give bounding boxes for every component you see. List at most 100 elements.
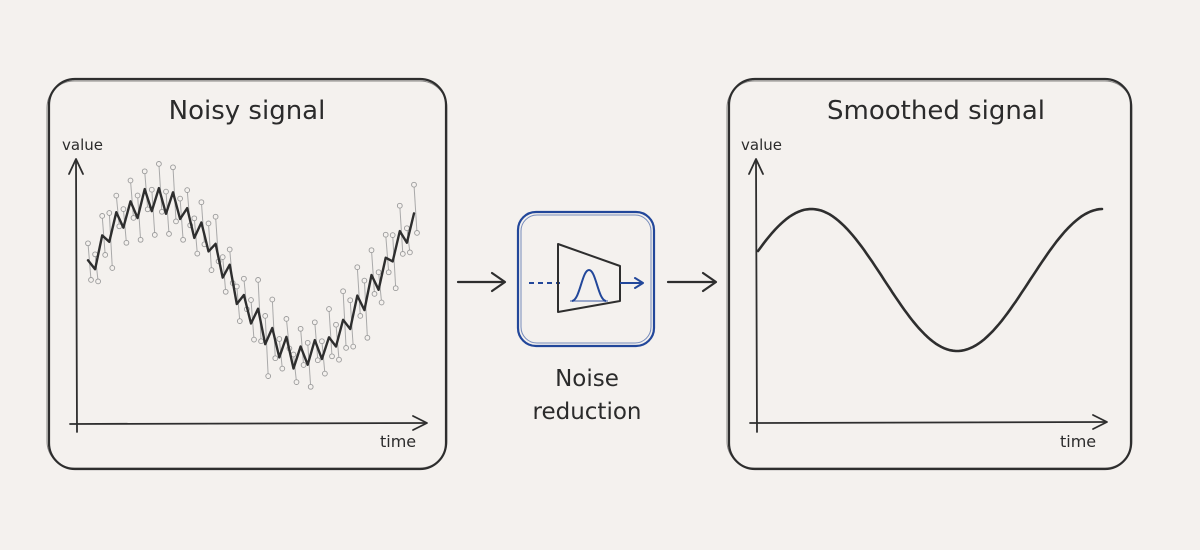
noisy-panel-title: Noisy signal: [169, 96, 326, 126]
noise-sample-41-0: [375, 269, 382, 276]
smoothed-panel-frame-sketch: [726, 80, 1133, 469]
noise-sample-30-1: [300, 362, 307, 368]
noisy-x-axis: [69, 415, 428, 431]
noise-sample-14-0: [184, 187, 191, 193]
filter-label-line2: reduction: [533, 399, 642, 425]
noise-sample-40-1: [371, 291, 378, 297]
noise-sample-29-1: [293, 379, 300, 385]
noise-sample-25-1: [265, 373, 272, 379]
noise-sample-23-1: [251, 336, 257, 343]
noise-sample-5-1: [123, 239, 130, 246]
noise-sample-31-1: [307, 383, 314, 390]
noise-sample-22-0: [241, 275, 247, 282]
noise-sample-39-0: [361, 277, 368, 284]
noise-sample-25-0: [262, 313, 269, 319]
noise-spike-39: [363, 280, 368, 338]
noise-sample-0-1: [88, 277, 94, 283]
noise-sample-12-0: [170, 164, 176, 171]
noise-sample-19-1: [222, 288, 229, 295]
noise-sample-38-0: [354, 264, 361, 271]
noise-spike-46: [413, 184, 418, 233]
noise-sample-9-0: [148, 186, 155, 193]
smoothed-x-axis: [749, 414, 1108, 430]
smoothed-signal-panel: Smoothed signal value time: [726, 77, 1133, 471]
noise-sample-34-1: [329, 353, 335, 360]
noisy-signal-panel: Noisy signal value time: [46, 77, 448, 471]
noise-sample-30-0: [297, 325, 304, 332]
noise-sample-15-1: [194, 250, 201, 257]
noise-sample-46-0: [411, 181, 417, 188]
noise-spike-38: [356, 267, 361, 316]
noisy-y-axis: [68, 158, 84, 433]
noise-sample-33-0: [319, 338, 325, 345]
noise-reduction-block: Noise reduction: [516, 210, 656, 425]
noise-sample-7-1: [137, 236, 144, 243]
noise-spike-29: [293, 354, 297, 383]
noisy-raw-samples: [85, 161, 420, 390]
noise-sample-8-0: [141, 168, 148, 175]
filter-box-frame-inner: [520, 214, 652, 344]
noise-spike-31: [307, 342, 312, 387]
filter-box-frame: [516, 210, 656, 348]
noise-sample-12-1: [173, 218, 179, 225]
noise-spike-42: [385, 234, 390, 273]
noise-spike-4: [115, 195, 120, 227]
noise-sample-24-1: [258, 338, 264, 345]
noise-spike-26: [271, 299, 276, 359]
noise-sample-24-0: [255, 277, 261, 283]
noise-sample-44-0: [396, 202, 403, 209]
smoothed-y-axis-label: value: [741, 136, 782, 154]
noise-sample-21-1: [236, 318, 243, 324]
noise-sample-18-0: [212, 213, 219, 220]
noise-sample-6-1: [130, 215, 137, 221]
noise-sample-42-0: [382, 231, 389, 238]
filter-funnel-gaussian-icon: [529, 243, 644, 313]
noise-spike-34: [328, 308, 333, 357]
noise-sample-44-1: [399, 251, 406, 257]
noise-sample-34-0: [326, 306, 332, 312]
noise-sample-38-1: [357, 313, 364, 319]
noise-spike-6: [130, 180, 134, 218]
smoothed-signal-trace: [756, 207, 1104, 353]
noise-sample-41-1: [378, 299, 385, 306]
smoothed-panel-title: Smoothed signal: [827, 96, 1045, 126]
noise-sample-23-0: [248, 297, 254, 303]
noise-sample-27-0: [276, 336, 283, 342]
noise-sample-10-0: [156, 161, 162, 167]
noise-sample-8-1: [144, 206, 151, 213]
noisy-y-axis-label: value: [62, 136, 103, 154]
noisy-panel-frame-sketch: [46, 80, 448, 469]
noise-spike-13: [179, 198, 184, 240]
noise-spike-17: [208, 223, 212, 271]
noise-sample-43-1: [392, 285, 399, 292]
noise-spike-43: [392, 235, 397, 289]
noise-sample-17-1: [208, 267, 215, 273]
arrow-from-filter: [666, 271, 718, 293]
noise-sample-32-0: [311, 319, 318, 326]
noise-sample-20-0: [226, 246, 233, 253]
noise-sample-7-0: [134, 192, 141, 199]
noise-sample-10-1: [159, 208, 165, 215]
noise-sample-17-0: [205, 220, 212, 227]
noise-spike-30: [300, 328, 305, 366]
noise-sample-0-0: [85, 240, 91, 247]
filter-label-line1: Noise: [555, 366, 619, 392]
noise-sample-37-0: [347, 297, 354, 304]
noisy-signal-trace: [86, 186, 416, 370]
noise-sample-2-1: [102, 252, 109, 258]
smoothed-panel-frame: [727, 77, 1133, 471]
noise-sample-2-0: [99, 213, 106, 219]
smoothed-y-axis: [748, 158, 764, 433]
noise-sample-31-0: [304, 339, 311, 346]
noise-spike-9: [151, 189, 156, 235]
noise-sample-11-1: [166, 231, 172, 237]
noise-sample-45-1: [407, 249, 413, 256]
noise-sample-3-1: [109, 265, 116, 271]
noise-sample-39-1: [364, 334, 371, 341]
noise-sample-5-0: [120, 206, 127, 212]
noise-spike-7: [137, 195, 142, 240]
noise-sample-16-0: [198, 199, 205, 206]
noise-sample-35-0: [333, 321, 339, 328]
noise-sample-11-0: [163, 188, 169, 195]
